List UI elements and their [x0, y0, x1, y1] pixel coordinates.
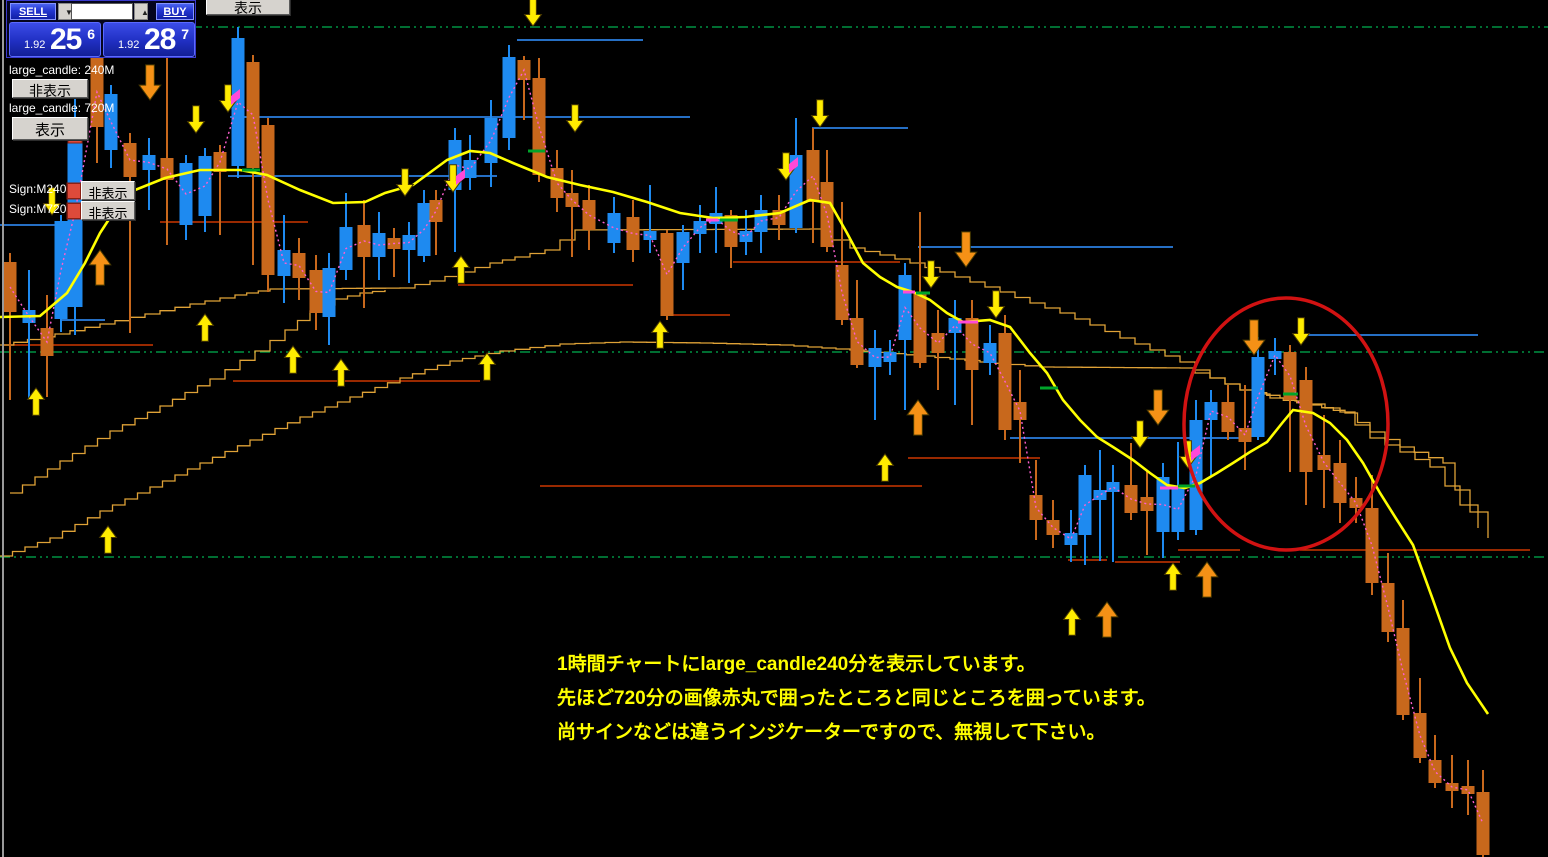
window-left-border	[2, 0, 4, 857]
down-arrow-icon	[42, 187, 62, 216]
candles	[3, 26, 1490, 857]
magenta-flag-icon	[789, 157, 798, 173]
down-arrow-icon	[565, 104, 585, 133]
annotation-line-1: 1時間チャートにlarge_candle240分を表示しています。	[557, 654, 1036, 675]
sign-m240-label: Sign:M240	[9, 182, 67, 196]
down-arrow-icon	[186, 105, 206, 134]
up-arrow-icon	[650, 320, 670, 349]
sell-price-main: 25	[50, 23, 82, 56]
up-arrow-icon	[331, 358, 351, 387]
down-arrow-icon	[1291, 317, 1311, 346]
buy-price-prefix: 1.92	[118, 39, 140, 51]
up-arrow-icon	[88, 249, 112, 286]
sign-m240-color-box	[67, 183, 81, 199]
one-click-trading-panel: SELL ▼ ▲ BUY 1.92 25 6 1.92 28 7	[6, 0, 196, 58]
down-arrow-icon	[954, 231, 978, 268]
up-arrow-icon	[1062, 607, 1082, 636]
sign-m720-label: Sign:M720	[9, 202, 67, 216]
buy-button[interactable]: BUY	[156, 3, 194, 20]
up-arrow-icon	[283, 345, 303, 374]
sell-price-prefix: 1.92	[24, 39, 46, 51]
sign-m720-hide-button[interactable]: 非表示	[81, 201, 135, 221]
down-arrow-icon	[1242, 319, 1266, 356]
up-arrow-icon	[906, 399, 930, 436]
sell-button[interactable]: SELL	[10, 3, 56, 20]
down-arrow-icon	[776, 152, 796, 181]
ma-color-segments	[242, 149, 1298, 490]
sell-price-pip: 6	[87, 26, 95, 42]
magenta-flag-icon	[231, 89, 240, 105]
yellow-ma-line	[0, 149, 1490, 715]
annotation-line-2: 先ほど720分の画像赤丸で囲ったところと同じところを囲っています。	[557, 688, 1156, 709]
buy-price-display[interactable]: 1.92 28 7	[103, 22, 195, 57]
pink-dotted-ma	[9, 68, 1484, 824]
up-arrow-icon	[1195, 561, 1219, 598]
down-arrow-icon	[523, 0, 543, 27]
up-arrow-icon	[26, 387, 46, 416]
sell-price-display[interactable]: 1.92 25 6	[9, 22, 101, 57]
show-720-button[interactable]: 表示	[12, 117, 88, 140]
red-circle-annotation	[1182, 296, 1390, 552]
top-show-button[interactable]: 表示	[206, 0, 290, 16]
signal-arrows	[26, 0, 1311, 638]
down-arrow-icon	[138, 64, 162, 101]
annotation-line-3: 尚サインなどは違うインジケーターですので、無視して下さい。	[557, 722, 1106, 743]
up-arrow-icon	[98, 525, 118, 554]
large-candle-720-label: large_candle: 720M	[9, 101, 115, 115]
sign-m240-hide-button[interactable]: 非表示	[81, 181, 135, 201]
step-channel-lines	[0, 228, 1489, 557]
hide-240-button[interactable]: 非表示	[12, 79, 88, 99]
volume-step-down-button[interactable]: ▼	[58, 3, 73, 20]
up-arrow-icon	[477, 352, 497, 381]
up-arrow-icon	[451, 255, 471, 284]
up-arrow-icon	[875, 453, 895, 482]
volume-input[interactable]	[71, 3, 133, 20]
down-arrow-icon	[1130, 420, 1150, 449]
magenta-flag-icon	[1191, 445, 1200, 461]
buy-price-pip: 7	[181, 26, 189, 42]
down-arrow-icon	[218, 84, 238, 113]
buy-price-main: 28	[144, 23, 176, 56]
volume-step-up-button[interactable]: ▲	[134, 3, 149, 20]
magenta-flag-icon	[456, 169, 465, 185]
sign-m720-color-box	[67, 203, 81, 219]
annotation-text: 1時間チャートにlarge_candle240分を表示しています。 先ほど720…	[557, 648, 1156, 750]
large-candle-240-label: large_candle: 240M	[9, 63, 115, 77]
up-arrow-icon	[195, 313, 215, 342]
down-arrow-icon	[1146, 389, 1170, 426]
down-arrow-icon	[443, 164, 463, 193]
up-arrow-icon	[1163, 562, 1183, 591]
down-arrow-icon	[921, 260, 941, 289]
down-arrow-icon	[810, 99, 830, 128]
down-arrow-icon	[395, 168, 415, 197]
up-arrow-icon	[1095, 601, 1119, 638]
down-arrow-icon	[986, 290, 1006, 319]
